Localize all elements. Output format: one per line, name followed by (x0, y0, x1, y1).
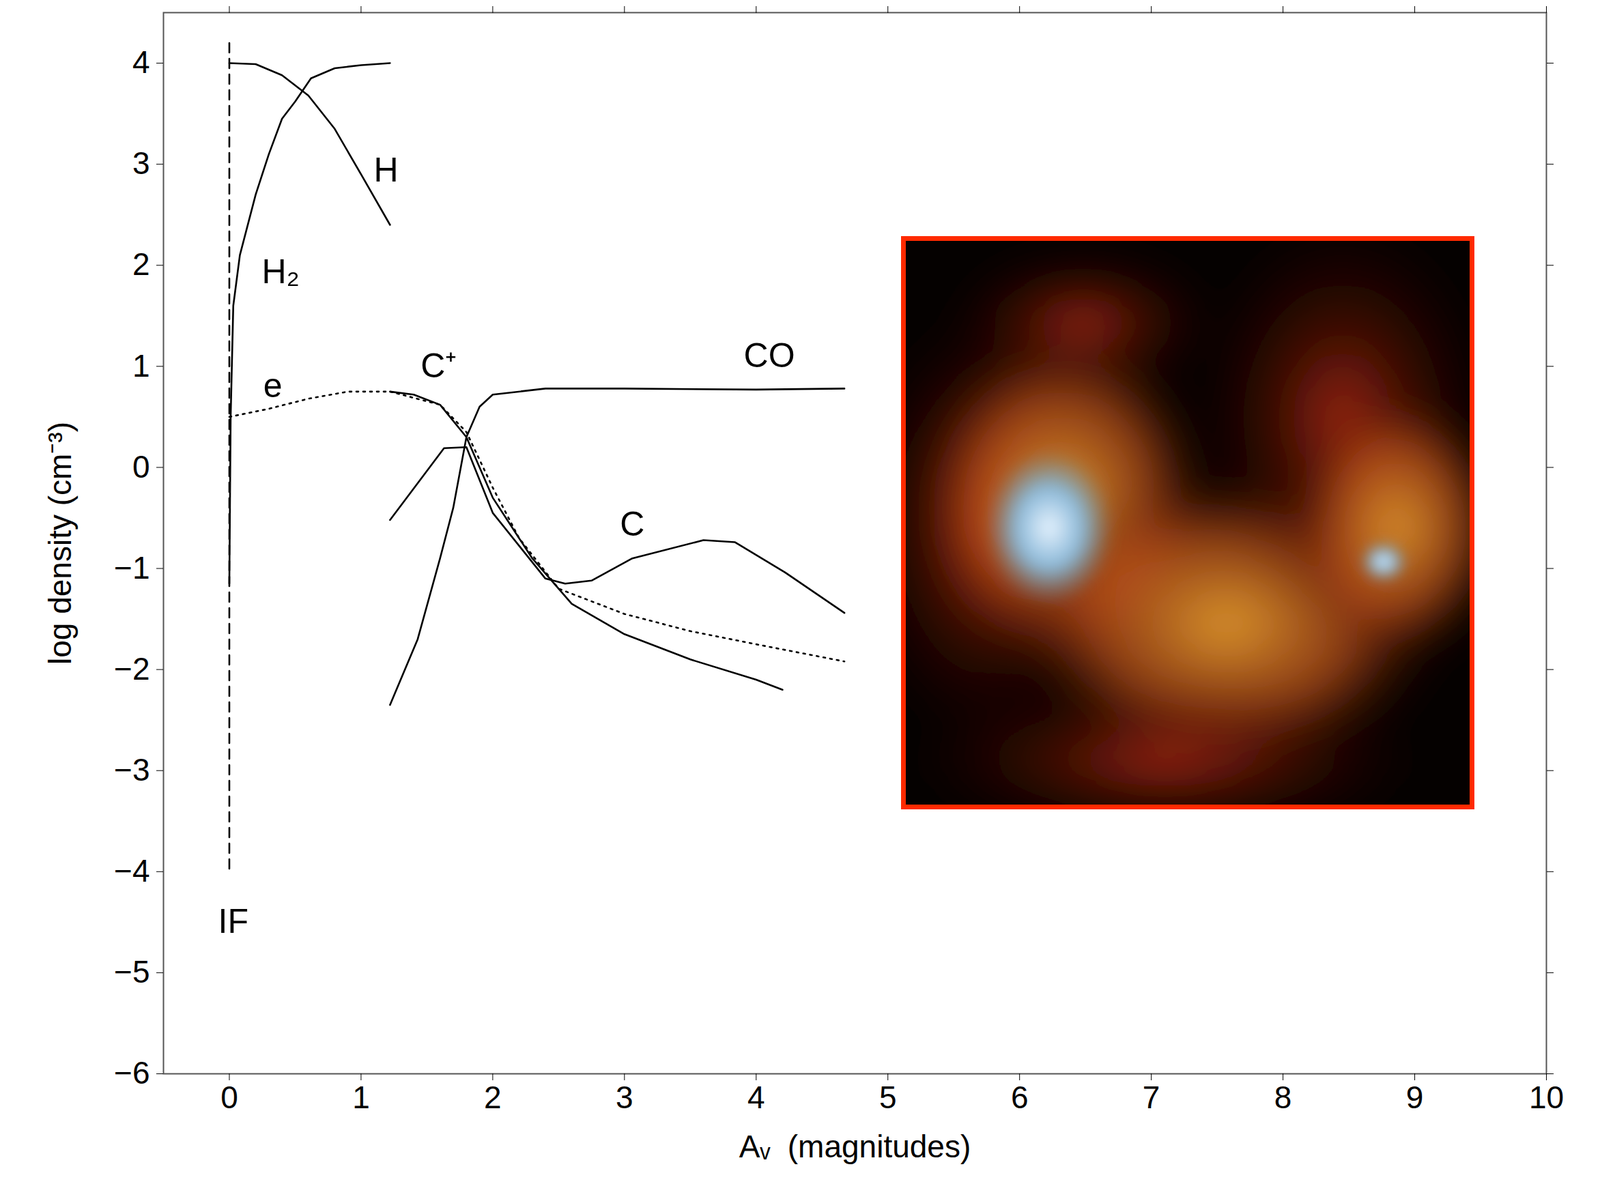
svg-text:0: 0 (220, 1079, 239, 1116)
svg-text:−2: −2 (113, 651, 150, 687)
svg-text:5: 5 (879, 1079, 897, 1116)
svg-text:6: 6 (1010, 1079, 1029, 1116)
svg-text:1: 1 (352, 1079, 370, 1116)
svg-text:7: 7 (1142, 1079, 1161, 1116)
svg-text:1: 1 (132, 348, 151, 384)
svg-text:e: e (263, 366, 283, 405)
svg-text:−6: −6 (113, 1055, 150, 1091)
svg-text:IF: IF (218, 902, 249, 941)
svg-text:4: 4 (747, 1079, 766, 1116)
svg-text:2: 2 (132, 246, 151, 282)
svg-text:4: 4 (132, 44, 151, 80)
svg-text:−4: −4 (113, 853, 150, 889)
svg-text:C⁺: C⁺ (420, 346, 457, 385)
svg-text:3: 3 (132, 145, 151, 181)
svg-text:3: 3 (615, 1079, 634, 1116)
svg-text:2: 2 (483, 1079, 502, 1116)
svg-text:Aᵥ (magnitudes): Aᵥ (magnitudes) (739, 1129, 971, 1165)
svg-text:−5: −5 (113, 954, 150, 990)
svg-text:8: 8 (1274, 1079, 1293, 1116)
svg-text:H: H (374, 150, 399, 190)
svg-text:−3: −3 (113, 752, 150, 788)
svg-text:log density (cm⁻³): log density (cm⁻³) (42, 421, 78, 665)
svg-text:CO: CO (744, 336, 796, 375)
svg-text:−1: −1 (113, 550, 150, 586)
svg-text:H₂: H₂ (261, 252, 300, 291)
svg-text:9: 9 (1406, 1079, 1424, 1116)
svg-text:0: 0 (132, 449, 151, 485)
svg-text:10: 10 (1529, 1079, 1564, 1116)
svg-text:C: C (619, 505, 645, 544)
